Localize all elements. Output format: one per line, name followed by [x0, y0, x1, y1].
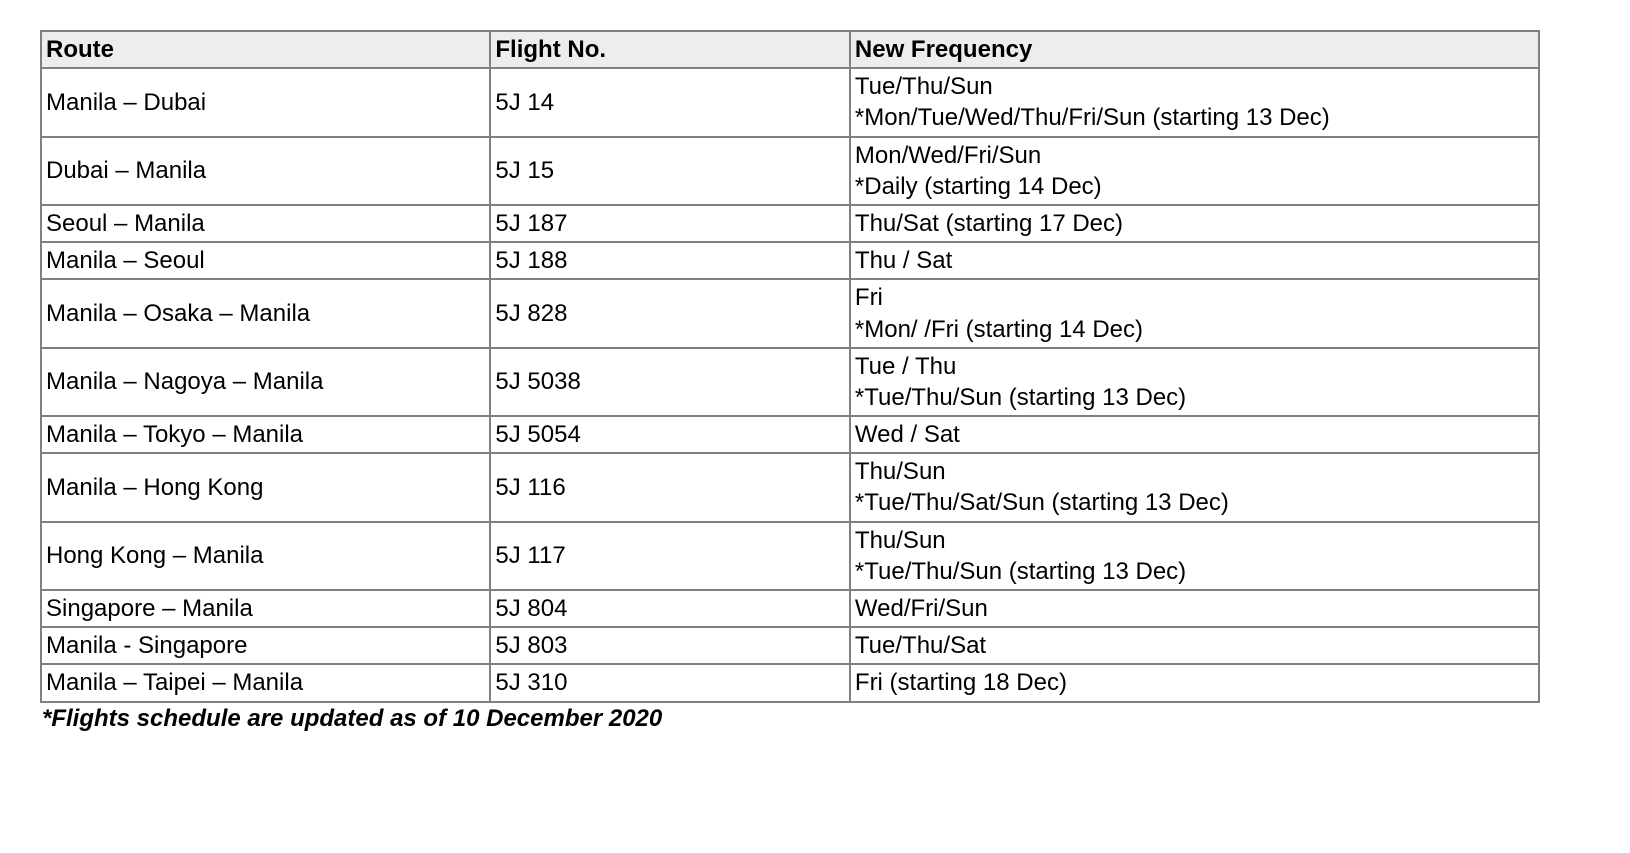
cell-route: Singapore – Manila	[41, 590, 490, 627]
cell-frequency: Fri (starting 18 Dec)	[850, 664, 1539, 701]
cell-frequency: Thu / Sat	[850, 242, 1539, 279]
cell-frequency: Wed/Fri/Sun	[850, 590, 1539, 627]
cell-route: Manila – Taipei – Manila	[41, 664, 490, 701]
table-row: Manila – Dubai5J 14Tue/Thu/Sun *Mon/Tue/…	[41, 68, 1539, 136]
cell-flight: 5J 187	[490, 205, 850, 242]
cell-route: Hong Kong – Manila	[41, 522, 490, 590]
cell-flight: 5J 5054	[490, 416, 850, 453]
cell-flight: 5J 14	[490, 68, 850, 136]
cell-frequency: Wed / Sat	[850, 416, 1539, 453]
col-header-flight: Flight No.	[490, 31, 850, 68]
col-header-frequency: New Frequency	[850, 31, 1539, 68]
flight-schedule-table: Route Flight No. New Frequency Manila – …	[40, 30, 1540, 703]
cell-frequency: Thu/Sun *Tue/Thu/Sun (starting 13 Dec)	[850, 522, 1539, 590]
table-row: Manila - Singapore5J 803Tue/Thu/Sat	[41, 627, 1539, 664]
table-row: Dubai – Manila5J 15Mon/Wed/Fri/Sun *Dail…	[41, 137, 1539, 205]
cell-frequency: Mon/Wed/Fri/Sun *Daily (starting 14 Dec)	[850, 137, 1539, 205]
cell-route: Manila – Hong Kong	[41, 453, 490, 521]
cell-frequency: Thu/Sat (starting 17 Dec)	[850, 205, 1539, 242]
table-header-row: Route Flight No. New Frequency	[41, 31, 1539, 68]
cell-flight: 5J 804	[490, 590, 850, 627]
table-row: Manila – Nagoya – Manila5J 5038Tue / Thu…	[41, 348, 1539, 416]
cell-flight: 5J 116	[490, 453, 850, 521]
cell-flight: 5J 188	[490, 242, 850, 279]
cell-route: Manila - Singapore	[41, 627, 490, 664]
table-row: Manila – Hong Kong5J 116Thu/Sun *Tue/Thu…	[41, 453, 1539, 521]
cell-flight: 5J 310	[490, 664, 850, 701]
col-header-route: Route	[41, 31, 490, 68]
table-row: Manila – Osaka – Manila5J 828Fri *Mon/ /…	[41, 279, 1539, 347]
cell-route: Manila – Seoul	[41, 242, 490, 279]
cell-frequency: Tue / Thu *Tue/Thu/Sun (starting 13 Dec)	[850, 348, 1539, 416]
cell-route: Manila – Nagoya – Manila	[41, 348, 490, 416]
cell-frequency: Tue/Thu/Sun *Mon/Tue/Wed/Thu/Fri/Sun (st…	[850, 68, 1539, 136]
table-row: Manila – Taipei – Manila5J 310Fri (start…	[41, 664, 1539, 701]
cell-route: Dubai – Manila	[41, 137, 490, 205]
cell-flight: 5J 5038	[490, 348, 850, 416]
cell-flight: 5J 117	[490, 522, 850, 590]
cell-frequency: Thu/Sun *Tue/Thu/Sat/Sun (starting 13 De…	[850, 453, 1539, 521]
cell-route: Manila – Osaka – Manila	[41, 279, 490, 347]
cell-frequency: Tue/Thu/Sat	[850, 627, 1539, 664]
cell-flight: 5J 828	[490, 279, 850, 347]
table-row: Hong Kong – Manila5J 117Thu/Sun *Tue/Thu…	[41, 522, 1539, 590]
cell-route: Manila – Tokyo – Manila	[41, 416, 490, 453]
cell-route: Seoul – Manila	[41, 205, 490, 242]
table-row: Manila – Seoul5J 188Thu / Sat	[41, 242, 1539, 279]
cell-frequency: Fri *Mon/ /Fri (starting 14 Dec)	[850, 279, 1539, 347]
cell-flight: 5J 15	[490, 137, 850, 205]
cell-flight: 5J 803	[490, 627, 850, 664]
table-row: Singapore – Manila5J 804Wed/Fri/Sun	[41, 590, 1539, 627]
table-row: Manila – Tokyo – Manila5J 5054Wed / Sat	[41, 416, 1539, 453]
footnote-text: *Flights schedule are updated as of 10 D…	[40, 705, 1590, 733]
cell-route: Manila – Dubai	[41, 68, 490, 136]
table-row: Seoul – Manila5J 187Thu/Sat (starting 17…	[41, 205, 1539, 242]
